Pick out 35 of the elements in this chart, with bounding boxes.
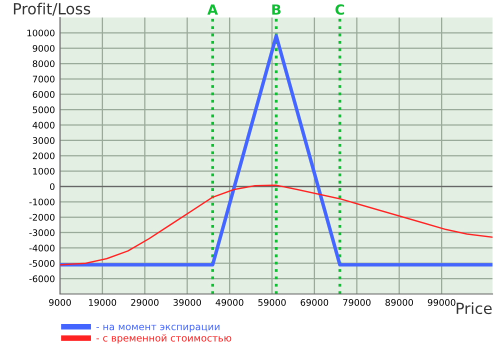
y-tick-label: -3000 <box>29 229 55 236</box>
x-tick-label: 69000 <box>300 299 328 306</box>
y-tick-label: 0 <box>50 183 55 190</box>
y-tick-label: 2000 <box>32 152 55 160</box>
y-tick-label: 3000 <box>32 137 55 144</box>
y-tick-label: 5000 <box>32 106 55 114</box>
x-tick-label: 89000 <box>385 299 413 306</box>
y-tick-label: 4000 <box>32 122 55 129</box>
legend-label: - на момент экспирации <box>96 324 220 332</box>
y-tick-label: 1000 <box>33 168 55 175</box>
line-series <box>60 184 492 266</box>
x-tick-label: 49000 <box>216 299 244 306</box>
y-tick-label: 8000 <box>32 60 55 68</box>
x-tick-label: 9000 <box>49 299 71 306</box>
y-tick-label: -1000 <box>29 198 55 206</box>
x-tick-label: 99000 <box>428 299 456 306</box>
y-tick-label: 6000 <box>32 91 55 98</box>
y-tick-label: -6000 <box>29 275 55 282</box>
x-tick-label: 79000 <box>343 299 371 306</box>
x-axis-title: Price <box>456 302 492 314</box>
ref-line-label: B <box>272 4 281 15</box>
ref-line-label: C <box>335 4 344 15</box>
y-axis-title: Profit/Loss <box>14 2 90 16</box>
y-tick-label: -4000 <box>29 244 55 252</box>
x-tick-label: 39000 <box>174 299 201 306</box>
y-tick-label: 7000 <box>32 76 55 83</box>
y-tick-label: -5000 <box>29 260 55 267</box>
x-tick-label: 59000 <box>258 299 286 306</box>
y-tick-label: -2000 <box>29 214 55 221</box>
x-tick-label: 19000 <box>89 299 116 306</box>
x-tick-label: 29000 <box>131 299 159 306</box>
y-tick-label: 10000 <box>27 30 55 36</box>
ref-line-label: A <box>207 4 218 15</box>
y-tick-label: 9000 <box>32 44 55 52</box>
legend-label: - с временной стоимостью <box>96 334 232 344</box>
